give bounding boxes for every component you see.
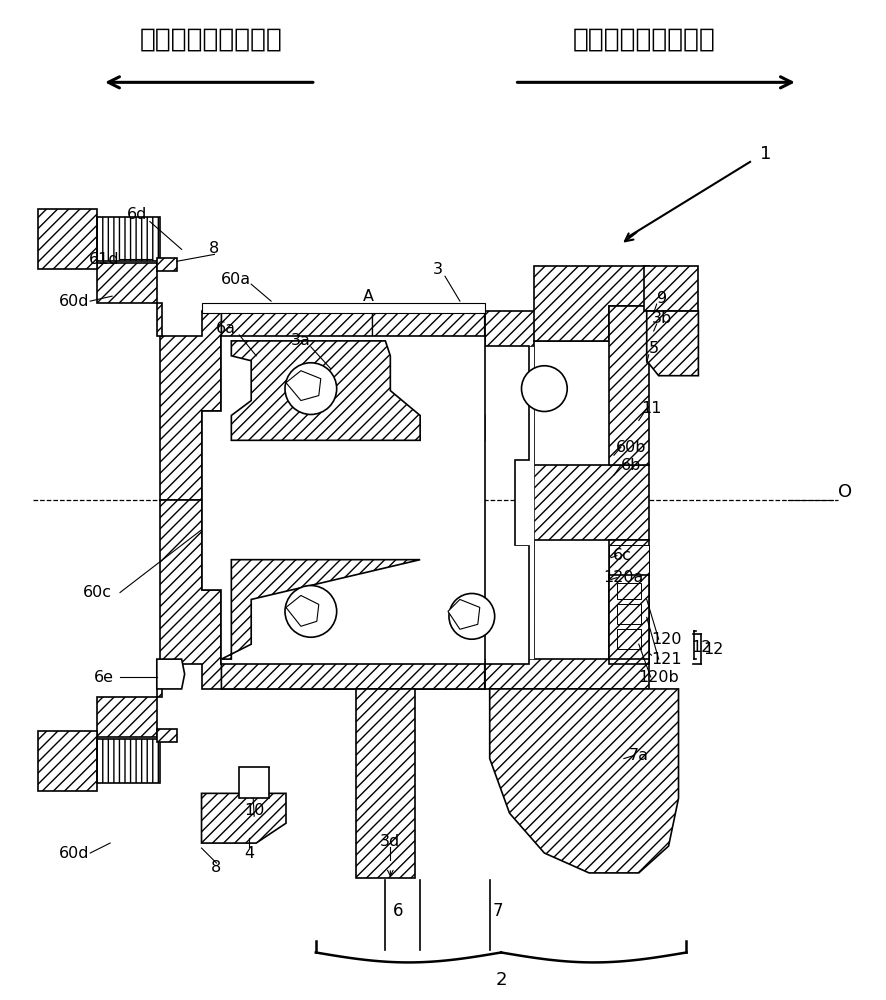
Text: 6e: 6e [94,670,114,685]
Circle shape [284,363,337,414]
Polygon shape [646,311,697,376]
Polygon shape [609,540,648,664]
Text: 6: 6 [392,902,403,920]
Text: 9: 9 [656,291,666,306]
Text: 60d: 60d [59,846,89,861]
Text: 121: 121 [650,652,681,667]
Polygon shape [201,303,484,313]
Text: A: A [362,289,374,304]
Text: 120a: 120a [603,570,643,585]
Polygon shape [616,583,640,599]
Text: 120: 120 [650,632,681,647]
Polygon shape [239,767,268,798]
Text: 2: 2 [494,971,506,989]
Text: 車輛外側（車轮側）: 車輛外側（車轮側） [140,27,283,53]
Text: 60a: 60a [221,272,251,287]
Polygon shape [609,575,648,659]
Polygon shape [37,209,97,269]
Polygon shape [159,311,484,500]
Text: 8: 8 [209,241,220,256]
Polygon shape [201,793,285,843]
Text: 1: 1 [759,145,771,163]
Text: 12: 12 [690,640,711,655]
Text: 10: 10 [244,803,264,818]
Polygon shape [285,595,318,626]
Polygon shape [157,659,184,689]
Polygon shape [514,346,534,659]
Text: 5: 5 [648,341,658,356]
Polygon shape [616,604,640,624]
Polygon shape [643,266,697,311]
Polygon shape [534,266,648,341]
Polygon shape [609,306,648,465]
Polygon shape [157,258,176,271]
Polygon shape [97,664,161,737]
Polygon shape [285,371,321,401]
Polygon shape [484,311,648,689]
Text: 7a: 7a [628,748,648,763]
Text: 12: 12 [703,642,723,657]
Text: 11: 11 [641,401,661,416]
Polygon shape [157,729,176,742]
Polygon shape [231,341,420,440]
Text: 車輛內側（車身側）: 車輛內側（車身側） [571,27,714,53]
Text: O: O [837,483,851,501]
Polygon shape [222,560,484,689]
Text: 4: 4 [244,846,254,861]
Text: 60d: 60d [59,294,89,309]
Circle shape [448,593,494,639]
Polygon shape [37,731,97,791]
Polygon shape [609,545,648,575]
Polygon shape [222,311,484,440]
Polygon shape [355,689,415,878]
Text: 7: 7 [492,902,502,920]
Circle shape [284,586,337,637]
Text: 8: 8 [211,860,222,875]
Polygon shape [97,217,159,261]
Polygon shape [222,560,420,659]
Polygon shape [97,739,159,783]
Polygon shape [616,629,640,649]
Text: 61d: 61d [89,252,120,267]
Polygon shape [97,263,161,336]
Text: 120b: 120b [638,670,679,685]
Text: 3: 3 [432,262,442,277]
Text: 60c: 60c [82,585,112,600]
Polygon shape [159,500,484,689]
Text: 3a: 3a [291,333,310,348]
Text: 6a: 6a [216,321,236,336]
Text: 3b: 3b [650,311,671,326]
Polygon shape [201,336,484,664]
Circle shape [521,366,566,411]
Polygon shape [489,689,678,873]
Text: 6c: 6c [611,548,631,563]
Text: 6b: 6b [620,458,641,473]
Text: 3d: 3d [380,834,400,849]
Text: 60b: 60b [615,440,645,455]
Polygon shape [447,599,479,629]
Text: 6d: 6d [127,207,147,222]
